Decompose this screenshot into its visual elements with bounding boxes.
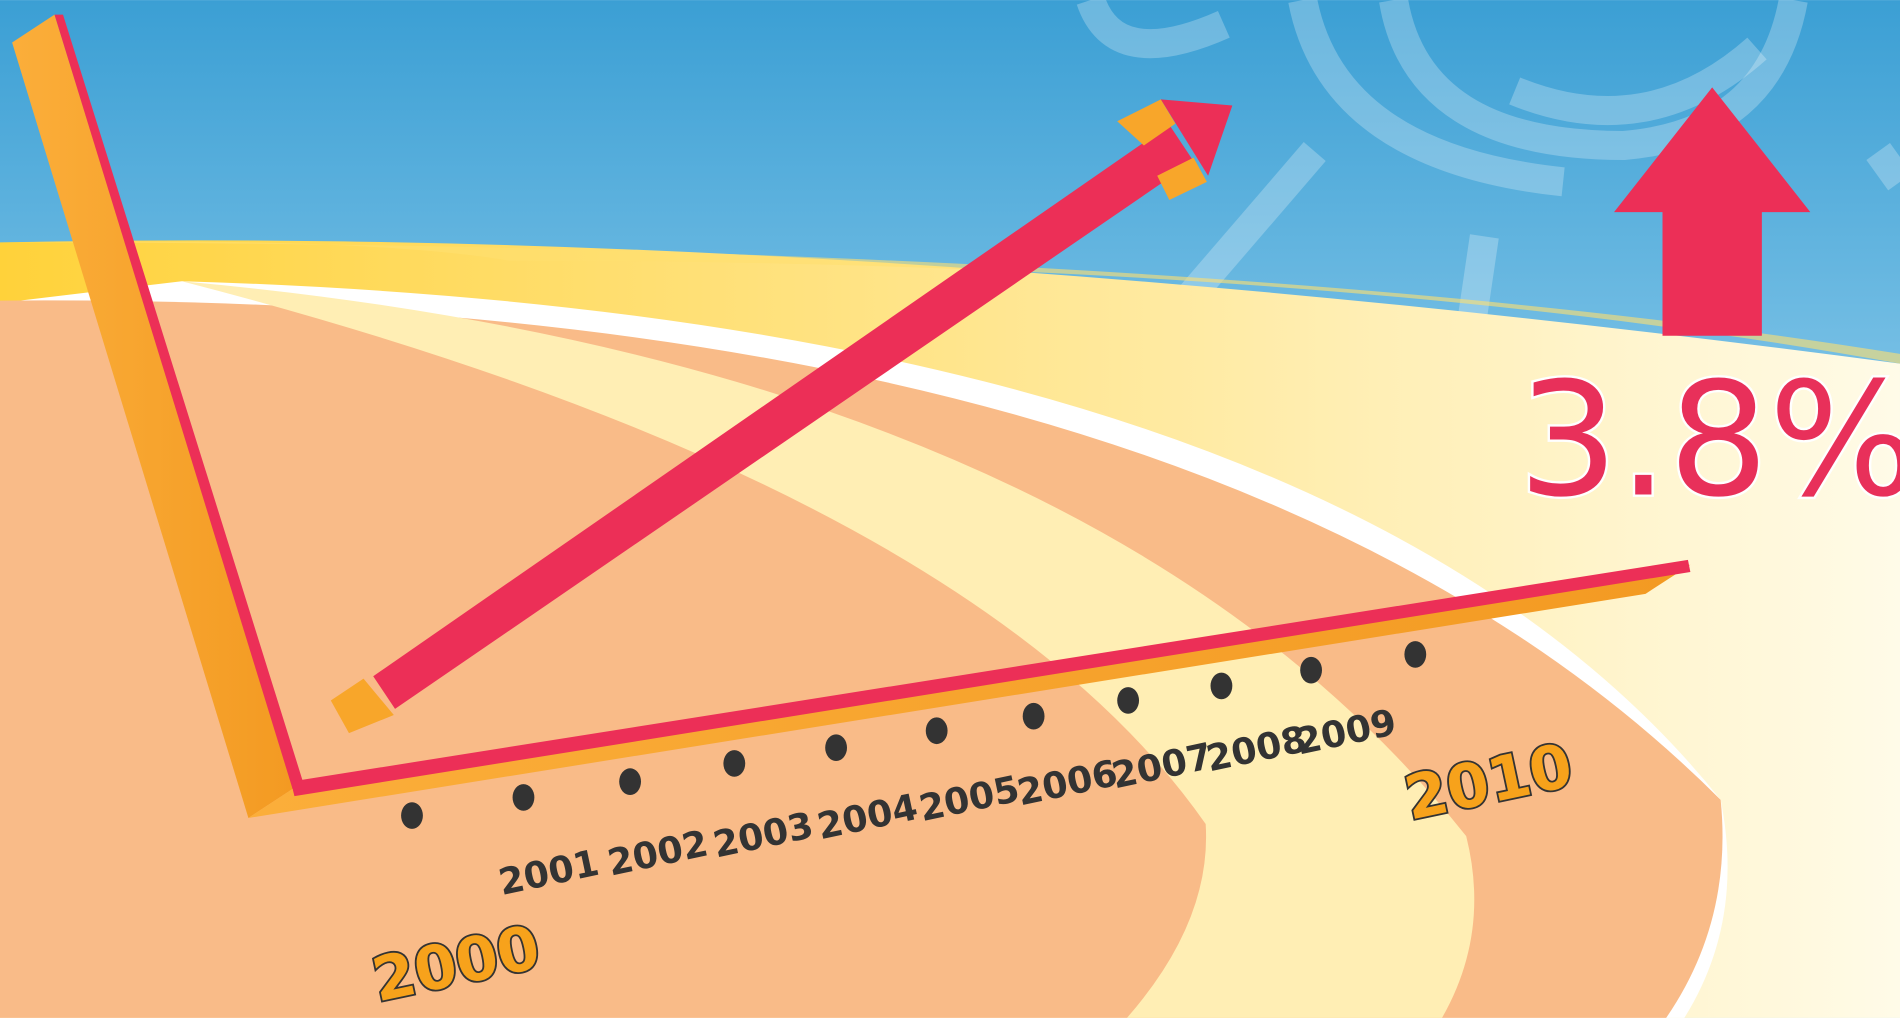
- year-dot: [513, 784, 535, 811]
- year-dot: [401, 802, 423, 829]
- year-dot: [1404, 641, 1426, 668]
- year-dot: [1211, 673, 1233, 700]
- year-dot: [1300, 657, 1322, 684]
- year-dot: [825, 734, 847, 761]
- year-dot: [1117, 687, 1139, 714]
- page: 3.8% 20002001200220032004200520062007200…: [0, 0, 1900, 1018]
- callout: 3.8%: [1518, 349, 1900, 532]
- year-dot: [619, 768, 641, 795]
- year-dot: [926, 717, 948, 744]
- year-dot: [1023, 703, 1045, 730]
- year-dot: [723, 750, 745, 777]
- illustration: 3.8% 20002001200220032004200520062007200…: [0, 0, 1900, 1018]
